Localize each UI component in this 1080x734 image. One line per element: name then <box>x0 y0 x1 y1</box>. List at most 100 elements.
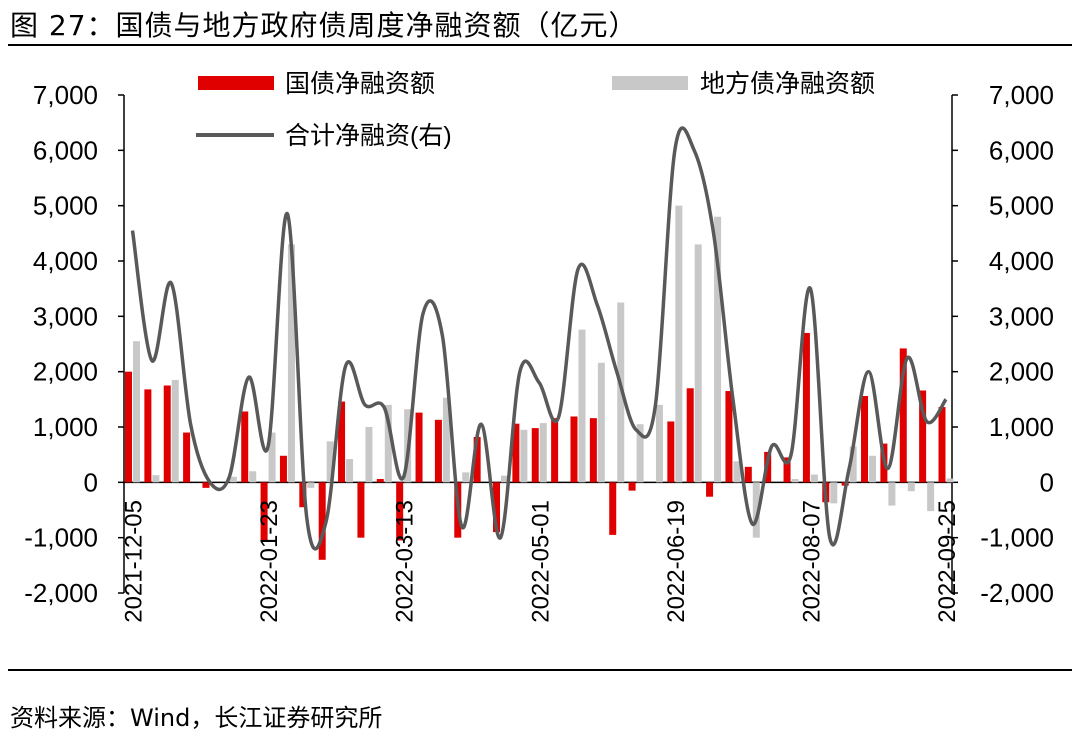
bar-national-debt <box>744 466 752 483</box>
y-tick-label-left: 0 <box>84 467 98 497</box>
bar-national-debt <box>357 482 365 538</box>
y-tick-label-right: 2,000 <box>989 357 1054 387</box>
bar-local-debt <box>733 461 741 483</box>
bar-national-debt <box>338 401 346 483</box>
bar-national-debt <box>531 428 539 483</box>
title-divider <box>8 44 1072 46</box>
source-note: 资料来源：Wind，长江证券研究所 <box>10 704 383 732</box>
x-tick-label: 2022-06-19 <box>663 500 690 623</box>
bar-local-debt <box>675 205 683 483</box>
bar-local-debt <box>597 362 605 483</box>
chart-title: 图 27：国债与地方政府债周度净融资额（亿元） <box>10 9 638 42</box>
bar-local-debt <box>287 244 295 483</box>
bar-local-debt <box>888 482 896 506</box>
y-tick-label-left: 7,000 <box>33 80 98 110</box>
bar-national-debt <box>241 411 249 483</box>
legend-swatch-local-debt <box>612 76 688 90</box>
y-tick-label-right: 4,000 <box>989 246 1054 276</box>
bar-national-debt <box>318 482 326 560</box>
line-total-net-financing <box>130 126 948 551</box>
bar-local-debt <box>714 216 722 483</box>
bar-local-debt <box>869 455 877 483</box>
y-tick-label-right: 3,000 <box>989 301 1054 331</box>
bar-local-debt <box>927 482 935 512</box>
bar-local-debt <box>520 429 528 483</box>
y-tick-label-right: -1,000 <box>980 523 1054 553</box>
source-divider <box>8 669 1072 671</box>
bar-national-debt <box>551 418 559 483</box>
bar-local-debt <box>384 404 392 483</box>
bar-local-debt <box>249 471 257 483</box>
bar-national-debt <box>125 371 132 483</box>
bar-local-debt <box>636 424 644 483</box>
bar-national-debt <box>415 412 423 483</box>
y-tick-label-right: 6,000 <box>989 135 1054 165</box>
bar-national-debt <box>919 390 927 483</box>
bar-national-debt <box>299 482 307 508</box>
bar-national-debt <box>938 407 946 483</box>
legend-label-local-debt: 地方债净融资额 <box>700 70 875 98</box>
bar-national-debt <box>899 348 907 483</box>
bar-local-debt <box>907 482 915 492</box>
legend-label-total: 合计净融资(右) <box>285 122 452 150</box>
y-tick-label-left: 3,000 <box>33 301 98 331</box>
legend-label-national-debt: 国债净融资额 <box>285 70 435 98</box>
bar-local-debt <box>849 446 857 483</box>
bar-local-debt <box>617 302 625 483</box>
bar-local-debt <box>830 482 838 504</box>
bar-national-debt <box>376 479 384 483</box>
y-tick-label-right: -2,000 <box>980 578 1054 608</box>
legend-swatch-national-debt <box>198 76 274 90</box>
y-tick-label-right: 1,000 <box>989 412 1054 442</box>
bar-national-debt <box>396 482 404 541</box>
bar-national-debt <box>202 482 210 488</box>
bar-national-debt <box>183 432 191 483</box>
bar-local-debt <box>171 379 179 483</box>
x-tick-label: 2022-01-23 <box>256 500 283 623</box>
bar-national-debt <box>512 423 520 483</box>
bar-local-debt <box>578 329 586 483</box>
bar-local-debt <box>442 397 450 483</box>
bar-national-debt <box>434 419 442 483</box>
bar-national-debt <box>473 436 481 483</box>
x-tick-label: 2022-03-13 <box>392 500 419 623</box>
x-tick-label: 2022-08-07 <box>798 500 825 623</box>
bar-local-debt <box>694 244 702 483</box>
bar-national-debt <box>260 482 268 541</box>
bar-local-debt <box>365 427 373 483</box>
bar-local-debt <box>346 459 354 483</box>
bar-local-debt <box>655 404 663 483</box>
bar-national-debt <box>686 388 694 483</box>
bar-local-debt <box>752 482 760 538</box>
y-tick-label-left: -2,000 <box>24 578 98 608</box>
y-tick-label-left: 1,000 <box>33 412 98 442</box>
bar-local-debt <box>152 475 160 483</box>
bar-local-debt <box>229 476 237 483</box>
bar-national-debt <box>725 391 733 483</box>
bar-national-debt <box>667 421 675 483</box>
y-tick-label-left: 6,000 <box>33 135 98 165</box>
bar-national-debt <box>144 389 152 483</box>
bar-local-debt <box>462 472 470 483</box>
bar-local-debt <box>326 441 334 483</box>
bar-local-debt <box>501 475 509 483</box>
bar-local-debt <box>946 478 954 483</box>
y-tick-label-left: -1,000 <box>24 523 98 553</box>
bar-national-debt <box>609 482 617 535</box>
bar-national-debt <box>802 332 810 483</box>
bar-national-debt <box>628 482 636 491</box>
y-tick-label-left: 2,000 <box>33 357 98 387</box>
bar-national-debt <box>570 416 578 483</box>
bar-national-debt <box>163 385 171 483</box>
bar-local-debt <box>539 423 547 483</box>
bar-local-debt <box>268 432 276 483</box>
y-tick-label-right: 0 <box>1040 467 1054 497</box>
y-tick-label-right: 7,000 <box>989 80 1054 110</box>
bar-local-debt <box>810 474 818 483</box>
bar-national-debt <box>706 482 714 497</box>
bar-national-debt <box>783 457 791 483</box>
bar-local-debt <box>307 482 315 488</box>
bar-national-debt <box>861 396 869 483</box>
x-tick-label: 2021-12-05 <box>121 500 148 623</box>
